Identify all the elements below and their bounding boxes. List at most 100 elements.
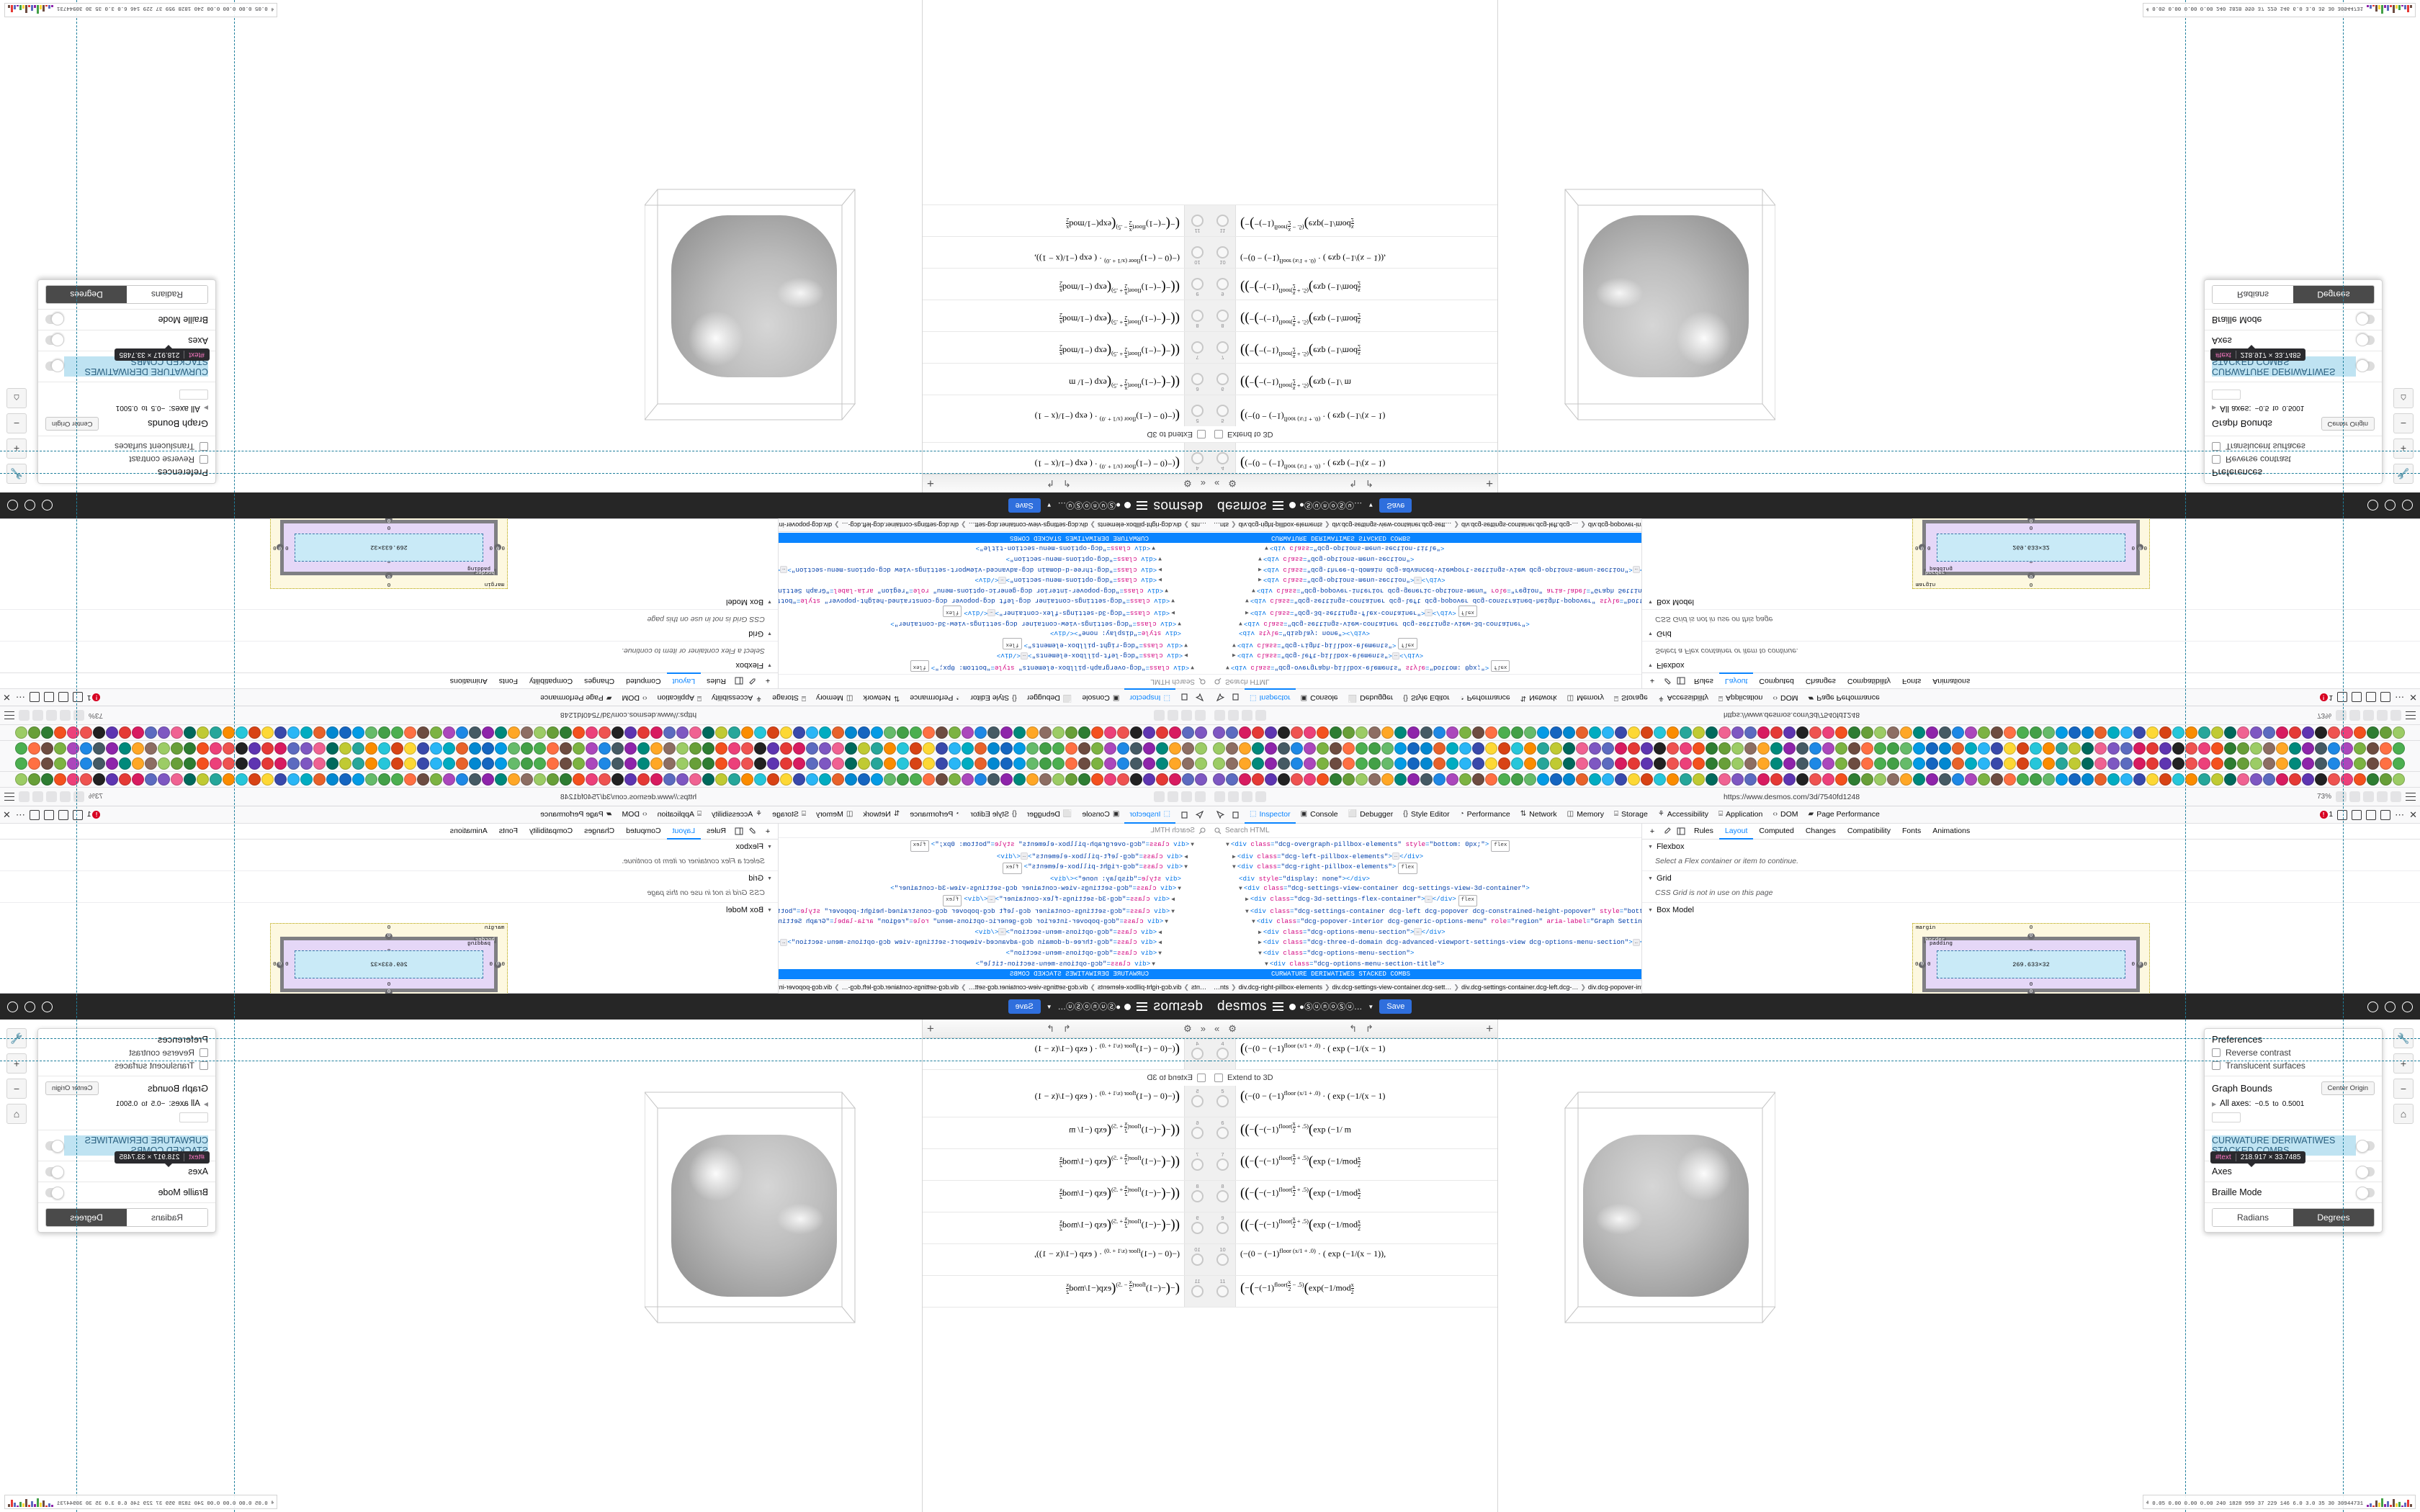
extension-icon[interactable] xyxy=(1861,773,1873,786)
devtools-tab-console[interactable]: ▣ Console xyxy=(1296,689,1343,706)
hud-collapse-icon[interactable]: ⱏ xyxy=(2146,1501,2149,1507)
degrees-button[interactable]: Degrees xyxy=(2293,1209,2374,1226)
home-icon[interactable]: ⌂ xyxy=(6,388,27,408)
extension-icon[interactable] xyxy=(2393,742,2405,755)
extension-icon[interactable] xyxy=(2315,726,2327,739)
extension-icon[interactable] xyxy=(197,773,209,786)
extension-icon[interactable] xyxy=(1394,757,1407,770)
extension-icon[interactable] xyxy=(1861,742,1873,755)
extension-icon[interactable] xyxy=(274,726,287,739)
extension-icon[interactable] xyxy=(2354,742,2366,755)
search-html-row[interactable]: Search HTML xyxy=(1210,824,1641,838)
extension-icon[interactable] xyxy=(2302,757,2314,770)
braille-mode-toggle[interactable] xyxy=(45,315,64,325)
extension-icon[interactable] xyxy=(236,726,248,739)
devtools-tab-page-performance[interactable]: ▰ Page Performance xyxy=(1803,806,1885,824)
checkbox-icon[interactable] xyxy=(200,455,208,464)
extension-icon[interactable] xyxy=(1589,726,1601,739)
graph-controls-rail[interactable]: 🔧 + − ⌂ xyxy=(6,388,27,484)
dom-node[interactable]: ▼<div class="dcg-settings-container dcg-… xyxy=(1210,906,1641,917)
twisty-expanded-icon[interactable]: ▼ xyxy=(1158,950,1162,957)
expression-math[interactable]: (−(−(−1)floor(x 2 − .5)(exp(−1/mod x 2 xyxy=(1066,1279,1180,1296)
dock-split-icon[interactable] xyxy=(29,692,40,703)
breadcrumb-item[interactable]: div.dcg-popover-interior.dcg-generic-opt… xyxy=(779,984,833,991)
dom-node[interactable]: ▼<div class="dcg-right-pillbox-elements"… xyxy=(779,638,1210,650)
extension-icon[interactable] xyxy=(1563,742,1575,755)
extension-icon[interactable] xyxy=(2069,726,2081,739)
checkbox-icon[interactable] xyxy=(1197,430,1206,438)
extension-icon[interactable] xyxy=(521,726,533,739)
axes-toggle[interactable] xyxy=(45,336,64,346)
extension-icon[interactable] xyxy=(2237,726,2249,739)
extension-icon[interactable] xyxy=(2250,726,2262,739)
devtools-tab-page-performance[interactable]: ▰ Page Performance xyxy=(535,806,617,824)
extension-icon[interactable] xyxy=(1693,757,1705,770)
extension-icon[interactable] xyxy=(2198,757,2210,770)
expression-visibility-toggle[interactable] xyxy=(1191,1095,1204,1107)
chevron-right-icon[interactable]: ▶ xyxy=(203,405,208,412)
extension-icon[interactable] xyxy=(2341,773,2353,786)
graph-controls-rail[interactable]: 🔧 + − ⌂ xyxy=(2393,388,2414,484)
extension-icon[interactable] xyxy=(1330,773,1342,786)
extension-icon[interactable] xyxy=(1550,757,1562,770)
hud-collapse-icon[interactable]: ⱏ xyxy=(271,5,274,11)
extension-icon[interactable] xyxy=(2276,742,2288,755)
extension-icon[interactable] xyxy=(443,773,455,786)
twisty-expanded-icon[interactable]: ▼ xyxy=(1152,544,1155,552)
desmos-logo[interactable]: desmos xyxy=(1153,498,1203,513)
extension-icon[interactable] xyxy=(1550,742,1562,755)
extension-toolbar-row-1[interactable] xyxy=(0,756,1210,772)
extension-icon[interactable] xyxy=(1757,757,1770,770)
braille-mode-row[interactable]: Braille Mode xyxy=(38,1182,215,1203)
sidebar-tab-bar[interactable]: + Rules Layout Computed Changes Compatibilit… xyxy=(1642,672,2420,689)
ruler-icon[interactable] xyxy=(2352,809,2362,820)
share-icon[interactable] xyxy=(2385,1001,2396,1012)
graph-title[interactable]: ●ⓈⓤⓝⓞⓈⓤ… xyxy=(1058,500,1131,511)
extension-icon[interactable] xyxy=(1407,726,1420,739)
twisty-expanded-icon[interactable]: ▼ xyxy=(1191,664,1194,670)
extension-icon[interactable] xyxy=(974,742,987,755)
more-options-icon[interactable]: ⋯ xyxy=(14,692,25,703)
devtools-tab-style-editor[interactable]: {} Style Editor xyxy=(1398,689,1454,706)
dom-node[interactable]: ▼<div class="dcg-options-menu-section"> xyxy=(779,553,1210,564)
shield-icon[interactable] xyxy=(2349,710,2360,721)
extension-icon[interactable] xyxy=(1706,726,1718,739)
add-expression-icon[interactable]: + xyxy=(926,1022,934,1035)
toolbar-buttons[interactable] xyxy=(2336,710,2401,721)
desmos-header-right[interactable] xyxy=(7,1001,53,1012)
share-icon[interactable] xyxy=(24,1001,35,1012)
expression-row[interactable]: 11 (−(−(−1)floor(x 2 − .5)(exp(−1/mod x 2 xyxy=(1210,204,1497,236)
all-axes-max[interactable]: 0.5001 xyxy=(2282,404,2305,413)
extension-icon[interactable] xyxy=(1104,742,1116,755)
sidebar-tab-rules[interactable]: Rules xyxy=(707,677,726,686)
expression-gutter[interactable]: 7 xyxy=(1210,1149,1236,1180)
extension-icon[interactable] xyxy=(1939,742,1951,755)
extension-icon[interactable] xyxy=(2107,757,2120,770)
extension-icon[interactable] xyxy=(456,757,468,770)
extension-icon[interactable] xyxy=(2185,773,2197,786)
all-axes-row[interactable]: ▶ All axes: −0.5 to 0.5001 xyxy=(45,404,208,413)
extension-icon[interactable] xyxy=(1420,726,1433,739)
extension-icon[interactable] xyxy=(365,773,377,786)
extension-icon[interactable] xyxy=(2367,773,2379,786)
expression-list[interactable]: 4 ((−(0 − (−1)floor (x/1 + .0) · ( exp (−… xyxy=(923,0,1210,474)
expand-children-icon[interactable]: … xyxy=(1632,566,1640,574)
extension-icon[interactable] xyxy=(1848,773,1860,786)
extension-icon[interactable] xyxy=(1039,773,1052,786)
sidebar-tab-rules[interactable]: Rules xyxy=(707,826,726,835)
screenshot-icon[interactable] xyxy=(72,809,83,820)
undo-icon[interactable]: ↰ xyxy=(1349,478,1357,490)
extension-icon[interactable] xyxy=(1835,773,1847,786)
extension-icon[interactable] xyxy=(1278,773,1290,786)
dom-node[interactable]: ▼<div class="dcg-options-menu-section-ti… xyxy=(1210,959,1641,970)
extension-icon[interactable] xyxy=(1317,757,1329,770)
expression-row[interactable]: 6 ((−(−(−1)floor(x 2 + .5)(exp (−1/ m xyxy=(1210,363,1497,395)
checkbox-icon[interactable] xyxy=(200,1048,208,1057)
extension-icon[interactable] xyxy=(430,773,442,786)
extension-icon[interactable] xyxy=(223,726,235,739)
twisty-expanded-icon[interactable]: ▼ xyxy=(1226,664,1229,670)
extension-icon[interactable] xyxy=(1706,742,1718,755)
extension-icon[interactable] xyxy=(715,726,727,739)
extension-icon[interactable] xyxy=(2146,726,2159,739)
devtools-tab-application[interactable]: ⌸ Application xyxy=(1713,689,1767,706)
